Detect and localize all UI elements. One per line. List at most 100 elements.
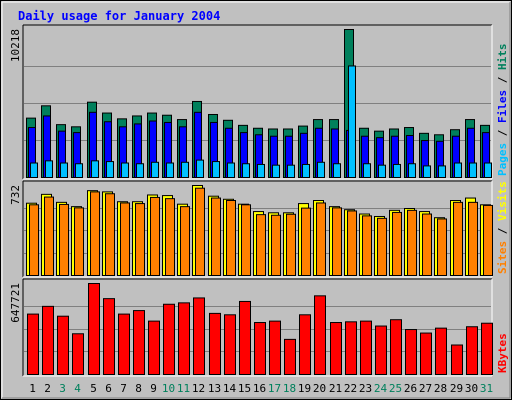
day-label-20: 20	[313, 382, 326, 395]
day-label-28: 28	[434, 382, 447, 395]
pages-bar-day-24	[378, 164, 386, 179]
sites-bar-day-11	[180, 206, 190, 276]
kbytes-bar-day-12	[193, 297, 205, 376]
pages-bar-day-22	[348, 65, 356, 178]
pages-bar-day-5	[91, 160, 99, 179]
kbytes-bar-day-8	[133, 310, 145, 375]
day-label-16: 16	[253, 382, 266, 395]
kbytes-bar-day-23	[360, 320, 372, 376]
kbytes-bar-day-7	[118, 313, 130, 376]
pages-bar-day-1	[30, 162, 38, 179]
day-label-4: 4	[74, 382, 81, 395]
sites-bar-day-6	[105, 193, 115, 276]
day-label-22: 22	[344, 382, 357, 395]
sites-bar-day-25	[392, 211, 402, 276]
axis-max-label-top: 10218	[9, 29, 22, 62]
sites-bar-day-5	[90, 191, 100, 277]
day-label-29: 29	[450, 382, 463, 395]
pages-bar-day-13	[212, 161, 220, 179]
pages-bar-day-2	[45, 160, 53, 179]
sites-bar-day-14	[226, 200, 236, 276]
kbytes-bar-day-25	[390, 319, 402, 375]
pages-bar-day-29	[454, 162, 462, 179]
day-label-3: 3	[59, 382, 66, 395]
day-label-17: 17	[268, 382, 281, 395]
pages-bar-day-6	[106, 161, 114, 179]
pages-bar-day-25	[393, 163, 401, 179]
kbytes-bar-day-10	[163, 303, 175, 375]
pages-bar-day-16	[257, 163, 265, 179]
sites-bar-day-12	[195, 187, 205, 277]
pages-bar-day-12	[196, 159, 204, 179]
day-label-11: 11	[177, 382, 190, 395]
pages-bar-day-7	[121, 162, 129, 179]
day-label-1: 1	[29, 382, 36, 395]
kbytes-bar-day-28	[435, 327, 447, 376]
day-labels: 1 2 3 4 5 6 7 8 9 10 11 12 13 14 15 16 17 18 19 20 21 22 23 24 2…	[29, 382, 493, 395]
chart-title: Daily usage for January 2004	[18, 9, 220, 23]
pages-bar-day-28	[438, 165, 446, 178]
kbytes-panel: 647721 KBytes	[9, 278, 509, 377]
axis-max-label-bottom: 647721	[9, 283, 22, 323]
kbytes-bar-day-17	[269, 320, 281, 376]
legend-part-top-2: Files	[496, 90, 509, 123]
legend-part-top-1: /	[496, 123, 509, 143]
day-label-14: 14	[223, 382, 237, 395]
day-label-18: 18	[283, 382, 296, 395]
kbytes-bar-day-3	[57, 315, 69, 376]
kbytes-bar-day-20	[314, 295, 326, 376]
day-label-8: 8	[135, 382, 142, 395]
kbytes-bar-day-29	[451, 344, 463, 375]
kbytes-bar-day-19	[299, 314, 311, 375]
day-label-26: 26	[404, 382, 417, 395]
pages-bar-day-23	[363, 163, 371, 179]
sites-bar-day-29	[453, 201, 463, 277]
day-label-21: 21	[329, 382, 342, 395]
legend-middle: Sites / Visits	[496, 181, 509, 274]
pages-bar-day-8	[136, 163, 144, 179]
sites-bar-day-17	[271, 214, 281, 277]
chart-panels: 10218 Pages / Files / Hits 732 Sites / Visi…	[9, 24, 509, 377]
kbytes-bar-day-15	[239, 300, 251, 375]
day-label-19: 19	[298, 382, 311, 395]
sites-bar-day-30	[468, 201, 478, 277]
pages-bar-day-26	[408, 163, 416, 179]
legend-top: Pages / Files / Hits	[496, 44, 509, 177]
day-label-10: 10	[162, 382, 175, 395]
pages-bar-day-20	[317, 161, 325, 179]
legend-part-middle-1: /	[496, 221, 509, 241]
sites-bar-day-23	[362, 215, 372, 276]
sites-bar-day-7	[120, 202, 130, 276]
pages-bar-day-21	[333, 163, 341, 179]
day-label-2: 2	[44, 382, 51, 395]
day-label-27: 27	[419, 382, 432, 395]
pages-bar-day-3	[60, 162, 68, 179]
sites-bar-day-24	[377, 217, 387, 276]
pages-bar-day-31	[484, 162, 492, 179]
pages-bar-day-15	[242, 163, 250, 179]
sites-bar-day-8	[135, 203, 145, 277]
sites-bar-day-10	[165, 198, 175, 276]
kbytes-bar-day-4	[72, 333, 84, 375]
sites-bar-day-22	[347, 210, 357, 276]
pages-bar-day-10	[166, 162, 174, 179]
pages-bar-day-19	[302, 163, 310, 179]
kbytes-bar-day-31	[481, 322, 493, 376]
axis-max-label-middle: 732	[9, 185, 22, 205]
day-label-13: 13	[208, 382, 221, 395]
kbytes-bar-day-14	[224, 314, 236, 375]
pages-bar-day-18	[287, 164, 295, 179]
day-label-7: 7	[120, 382, 127, 395]
legend-bottom: KBytes	[496, 333, 509, 373]
legend-part-top-0: Pages	[496, 143, 509, 176]
sites-bar-day-13	[211, 197, 221, 276]
sites-bar-day-20	[316, 202, 326, 276]
day-label-30: 30	[465, 382, 478, 395]
kbytes-bar-day-18	[284, 338, 296, 376]
sites-bar-day-28	[437, 218, 447, 277]
pages-bar-day-4	[75, 163, 83, 179]
kbytes-bar-day-2	[42, 305, 54, 375]
kbytes-bar-day-9	[148, 320, 160, 376]
pages-bar-day-11	[181, 161, 189, 179]
